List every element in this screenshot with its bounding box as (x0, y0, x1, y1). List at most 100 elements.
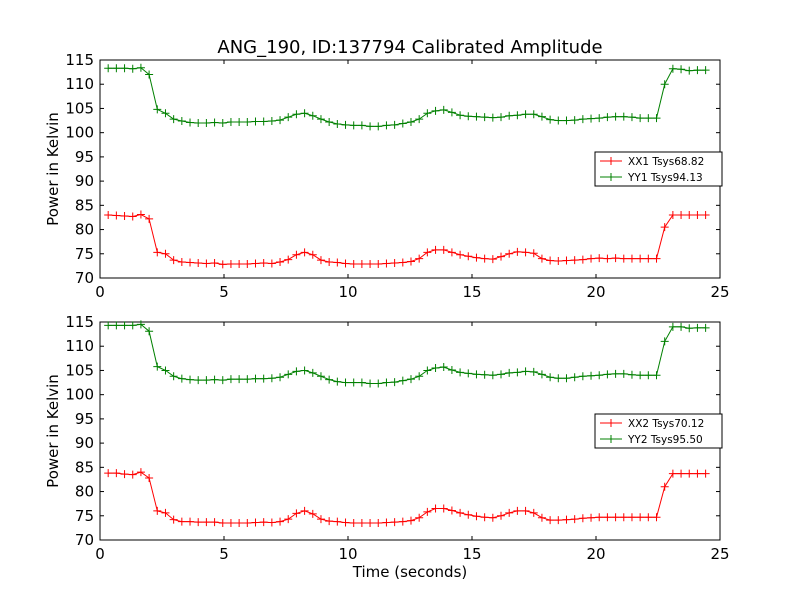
data-point (611, 513, 620, 522)
y-tick-label: 95 (75, 148, 94, 166)
data-point (136, 63, 145, 72)
data-point (685, 324, 694, 333)
data-point (627, 254, 636, 263)
data-point (161, 249, 170, 258)
data-point (357, 378, 366, 387)
data-point (611, 112, 620, 121)
data-point (562, 256, 571, 265)
data-point (349, 519, 358, 528)
data-point (390, 258, 399, 267)
data-point (308, 509, 317, 518)
data-point (619, 254, 628, 263)
x-tick-label: 25 (710, 283, 729, 301)
data-point (357, 259, 366, 268)
data-point (104, 64, 113, 73)
y-tick-label: 85 (75, 196, 94, 214)
y-tick-label: 115 (65, 51, 94, 69)
data-point (251, 518, 260, 527)
data-point (480, 254, 489, 263)
data-point (284, 515, 293, 524)
data-point (431, 245, 440, 254)
data-point (406, 257, 415, 266)
data-point (161, 366, 170, 375)
x-tick-label: 20 (586, 283, 605, 301)
data-point (300, 248, 309, 257)
data-point (627, 370, 636, 379)
data-point (415, 115, 424, 124)
data-point (235, 375, 244, 384)
data-point (357, 519, 366, 528)
data-point (398, 517, 407, 526)
data-point (447, 108, 456, 117)
data-point (627, 113, 636, 122)
data-point (210, 375, 219, 384)
data-point (456, 368, 465, 377)
data-point (161, 109, 170, 118)
x-axis-label: Time (seconds) (352, 563, 468, 581)
y-tick-label: 85 (75, 458, 94, 476)
data-point (406, 118, 415, 127)
data-point (177, 374, 186, 383)
data-point (177, 117, 186, 126)
data-point (390, 518, 399, 527)
data-point (554, 374, 563, 383)
data-point (677, 469, 686, 478)
data-point (480, 513, 489, 522)
data-point (374, 122, 383, 131)
data-point (177, 258, 186, 267)
legend-marker (607, 419, 615, 427)
data-point (382, 378, 391, 387)
data-point (308, 368, 317, 377)
data-point (447, 248, 456, 257)
data-point (325, 375, 334, 384)
data-point (194, 258, 203, 267)
data-point (464, 369, 473, 378)
data-point (562, 515, 571, 524)
data-point (153, 248, 162, 257)
data-point (390, 120, 399, 129)
data-point (325, 258, 334, 267)
data-point (439, 105, 448, 114)
data-point (677, 211, 686, 220)
data-point (390, 378, 399, 387)
data-point (497, 252, 506, 261)
data-point (431, 504, 440, 513)
data-point (595, 114, 604, 123)
data-point (619, 513, 628, 522)
data-point (210, 258, 219, 267)
data-point (627, 513, 636, 522)
data-point (186, 517, 195, 526)
data-point (341, 120, 350, 129)
x-tick-label: 0 (95, 545, 105, 563)
data-point (366, 122, 375, 131)
data-point (439, 363, 448, 372)
data-point (177, 517, 186, 526)
data-point (349, 121, 358, 130)
data-point (587, 114, 596, 123)
data-point (423, 507, 432, 516)
data-point (668, 64, 677, 73)
x-tick-label: 10 (338, 283, 357, 301)
data-point (276, 517, 285, 526)
data-point (153, 506, 162, 515)
data-point (382, 259, 391, 268)
data-point (456, 250, 465, 259)
data-point (537, 513, 546, 522)
y-tick-label: 110 (65, 337, 94, 355)
data-point (431, 364, 440, 373)
data-point (202, 259, 211, 268)
data-point (251, 374, 260, 383)
y-tick-label: 100 (65, 124, 94, 142)
data-point (145, 70, 154, 79)
x-tick-label: 5 (219, 283, 229, 301)
data-point (284, 113, 293, 122)
y-tick-label: 115 (65, 313, 94, 331)
data-point (406, 375, 415, 384)
data-point (439, 245, 448, 254)
data-point (611, 254, 620, 263)
data-point (595, 371, 604, 380)
data-point (333, 377, 342, 386)
data-point (202, 518, 211, 527)
